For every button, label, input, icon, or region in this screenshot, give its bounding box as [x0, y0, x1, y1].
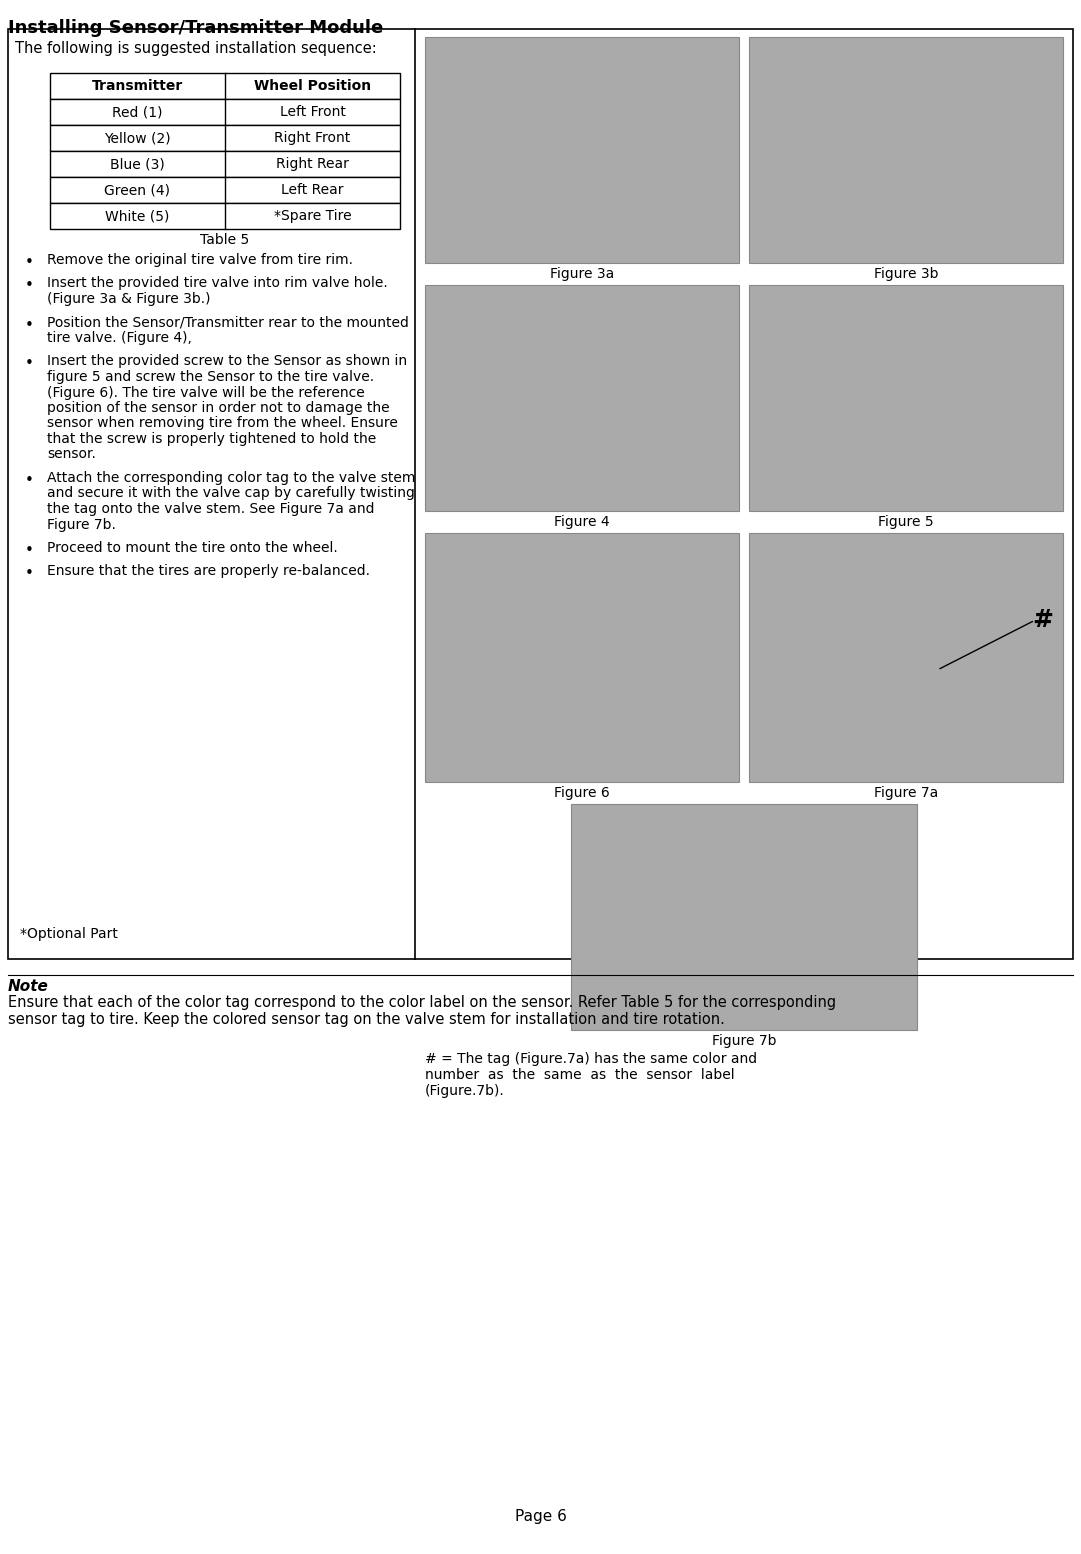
Text: that the screw is properly tightened to hold the: that the screw is properly tightened to … — [46, 432, 376, 446]
Text: Remove the original tire valve from tire rim.: Remove the original tire valve from tire… — [46, 253, 353, 267]
Text: (Figure 6). The tire valve will be the reference: (Figure 6). The tire valve will be the r… — [46, 385, 364, 399]
FancyBboxPatch shape — [8, 30, 1073, 959]
Text: •: • — [25, 317, 34, 333]
Bar — [50, 177, 400, 204]
Bar — [50, 99, 400, 124]
Text: (Figure 3a & Figure 3b.): (Figure 3a & Figure 3b.) — [46, 292, 211, 306]
Bar — [571, 803, 917, 1030]
Text: *Optional Part: *Optional Part — [21, 928, 118, 942]
Bar — [749, 37, 1063, 263]
Text: tire valve. (Figure 4),: tire valve. (Figure 4), — [46, 331, 191, 345]
Text: Figure 7a: Figure 7a — [873, 786, 938, 800]
Text: •: • — [25, 542, 34, 558]
Text: Insert the provided screw to the Sensor as shown in: Insert the provided screw to the Sensor … — [46, 354, 408, 368]
Text: Ensure that the tires are properly re-balanced.: Ensure that the tires are properly re-ba… — [46, 564, 370, 578]
Bar — [50, 204, 400, 228]
Text: Installing Sensor/Transmitter Module: Installing Sensor/Transmitter Module — [8, 19, 384, 37]
Text: Figure 7b: Figure 7b — [711, 1033, 776, 1047]
Bar — [425, 533, 739, 782]
Text: Figure 5: Figure 5 — [878, 516, 934, 530]
Text: sensor when removing tire from the wheel. Ensure: sensor when removing tire from the wheel… — [46, 416, 398, 430]
Text: #: # — [1032, 608, 1053, 632]
Text: •: • — [25, 472, 34, 488]
Text: Red (1): Red (1) — [112, 106, 163, 120]
Text: sensor.: sensor. — [46, 448, 96, 462]
Text: the tag onto the valve stem. See Figure 7a and: the tag onto the valve stem. See Figure … — [46, 502, 374, 516]
Text: Yellow (2): Yellow (2) — [104, 131, 171, 145]
Text: Right Rear: Right Rear — [276, 157, 349, 171]
Bar — [50, 151, 400, 177]
Text: Proceed to mount the tire onto the wheel.: Proceed to mount the tire onto the wheel… — [46, 541, 337, 555]
Bar — [749, 284, 1063, 511]
Text: and secure it with the valve cap by carefully twisting: and secure it with the valve cap by care… — [46, 486, 415, 500]
Text: Wheel Position: Wheel Position — [254, 79, 371, 93]
Text: Table 5: Table 5 — [200, 233, 250, 247]
Text: Position the Sensor/Transmitter rear to the mounted: Position the Sensor/Transmitter rear to … — [46, 315, 409, 329]
Bar — [749, 533, 1063, 782]
Text: Green (4): Green (4) — [105, 183, 171, 197]
Text: # = The tag (Figure.7a) has the same color and
number  as  the  same  as  the  s: # = The tag (Figure.7a) has the same col… — [425, 1052, 757, 1099]
Text: Page 6: Page 6 — [515, 1509, 566, 1524]
Text: The following is suggested installation sequence:: The following is suggested installation … — [15, 40, 377, 56]
Text: •: • — [25, 278, 34, 294]
Bar — [425, 37, 739, 263]
Text: Transmitter: Transmitter — [92, 79, 183, 93]
Text: Right Front: Right Front — [275, 131, 350, 145]
Bar — [50, 73, 400, 99]
Text: Note: Note — [8, 979, 49, 995]
Text: Figure 3a: Figure 3a — [550, 267, 614, 281]
Text: •: • — [25, 356, 34, 371]
Text: Insert the provided tire valve into rim valve hole.: Insert the provided tire valve into rim … — [46, 277, 388, 291]
Text: Left Rear: Left Rear — [281, 183, 344, 197]
Text: position of the sensor in order not to damage the: position of the sensor in order not to d… — [46, 401, 389, 415]
Text: Figure 6: Figure 6 — [555, 786, 610, 800]
Text: Ensure that each of the color tag correspond to the color label on the sensor. R: Ensure that each of the color tag corres… — [8, 995, 836, 1027]
Text: *Spare Tire: *Spare Tire — [273, 208, 351, 224]
Bar — [50, 124, 400, 151]
Text: Attach the corresponding color tag to the valve stem: Attach the corresponding color tag to th… — [46, 471, 415, 485]
Text: White (5): White (5) — [105, 208, 170, 224]
Text: Figure 4: Figure 4 — [555, 516, 610, 530]
Text: •: • — [25, 255, 34, 270]
Text: •: • — [25, 567, 34, 581]
Bar — [425, 284, 739, 511]
Text: Blue (3): Blue (3) — [110, 157, 165, 171]
Text: figure 5 and screw the Sensor to the tire valve.: figure 5 and screw the Sensor to the tir… — [46, 370, 374, 384]
Text: Figure 7b.: Figure 7b. — [46, 517, 116, 531]
Text: Left Front: Left Front — [280, 106, 346, 120]
Text: Figure 3b: Figure 3b — [873, 267, 938, 281]
